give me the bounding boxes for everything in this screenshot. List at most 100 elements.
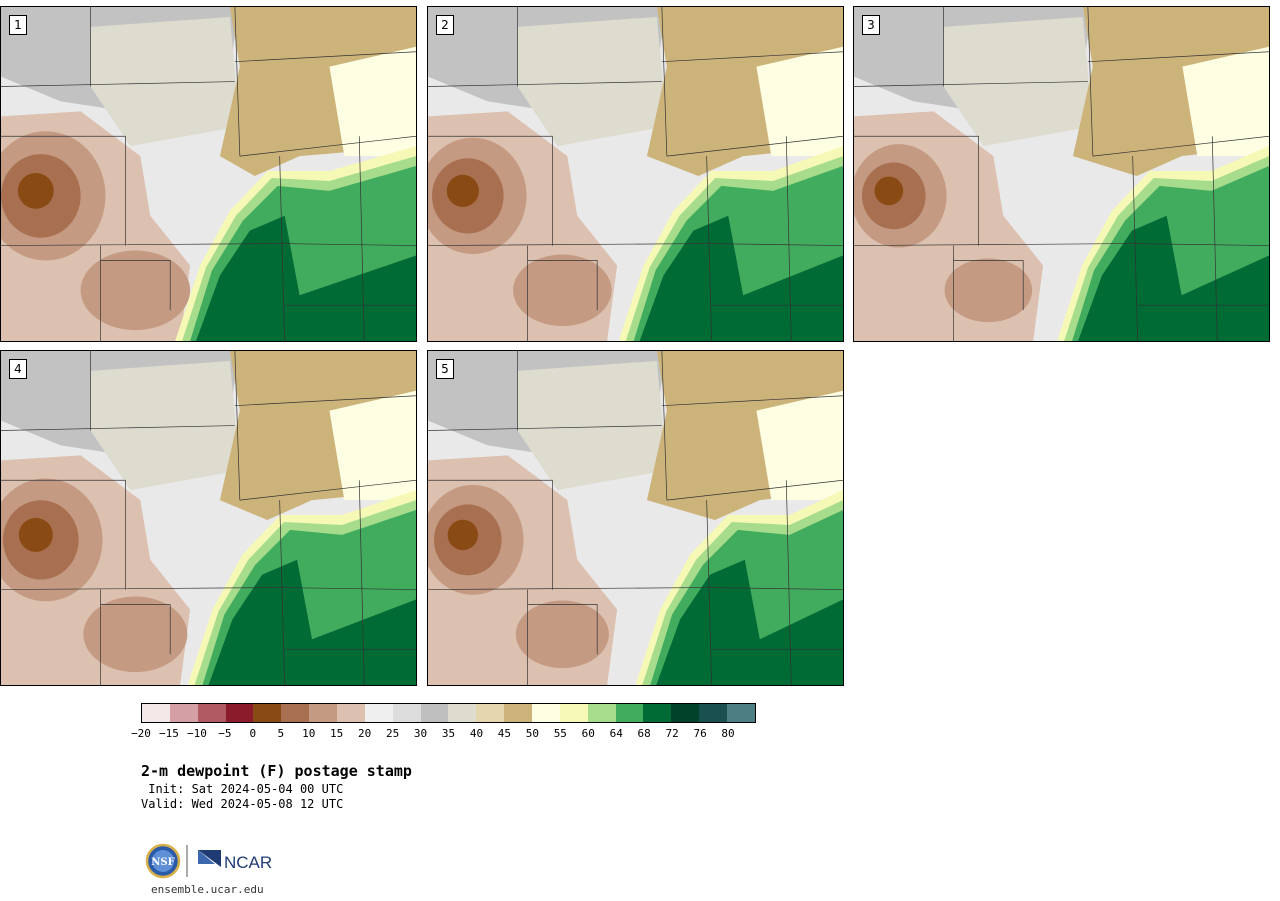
very-dark-brown-region [446, 174, 479, 208]
colorbar-swatch [253, 704, 282, 722]
colorbar-tick-label: 25 [385, 727, 400, 740]
colorbar-swatch [532, 704, 560, 722]
very-dark-brown-region [447, 519, 479, 551]
init-time: Init: Sat 2024-05-04 00 UTC [141, 782, 344, 796]
state-border [234, 351, 241, 501]
colorbar-swatch [504, 704, 533, 722]
title-block: 2-m dewpoint (F) postage stamp Init: Sat… [141, 762, 412, 812]
state-border [527, 260, 598, 311]
pale-yellow-region [756, 390, 843, 501]
colorbar-swatch [225, 704, 254, 722]
dewpoint-map [428, 7, 843, 341]
state-border [1, 135, 126, 246]
pale-yellow-region [329, 46, 416, 157]
colorbar-swatch [392, 704, 421, 722]
brown-region [83, 596, 188, 673]
state-border [428, 81, 662, 87]
colorbar-tick-label: 55 [553, 727, 567, 740]
state-border [279, 156, 285, 341]
state-border [100, 260, 171, 311]
light-tan-region [90, 360, 240, 491]
colorbar-tick-label: 0 [249, 727, 257, 740]
light-tan-region [943, 16, 1093, 147]
colorbar-swatch [169, 704, 198, 722]
dewpoint-map [428, 351, 843, 685]
colorbar-swatch [727, 704, 755, 722]
colorbar-tick-label: 45 [497, 727, 512, 740]
colorbar [141, 703, 756, 723]
panel-number: 3 [862, 15, 880, 35]
dewpoint-map [854, 7, 1269, 341]
pale-yellow-region [329, 390, 416, 501]
colorbar-tick-label: 40 [469, 727, 484, 740]
colorbar-swatch [420, 704, 449, 722]
panel-number: 1 [9, 15, 27, 35]
state-border [428, 243, 843, 246]
state-border [428, 135, 553, 246]
colorbar-swatch [671, 704, 700, 722]
state-border [666, 479, 843, 501]
colorbar-tick-label: 72 [665, 727, 679, 740]
colorbar-tick-label: 20 [358, 727, 372, 740]
colorbar-tick-label: 30 [413, 727, 428, 740]
colorbar-tick-label: 10 [302, 727, 316, 740]
colorbar-tick-label: 35 [441, 727, 456, 740]
state-border [1, 425, 235, 431]
postage-stamp-panel-5: 5 [427, 350, 844, 686]
state-border [1, 243, 416, 246]
state-border [239, 135, 416, 157]
state-border [239, 479, 416, 501]
postage-stamp-panel-2: 2 [427, 6, 844, 342]
postage-stamp-panel-3: 3 [853, 6, 1270, 342]
dark-green-region [1078, 215, 1269, 341]
dark-green-region [639, 215, 843, 341]
colorbar-tick-label: −10 [186, 727, 207, 740]
valid-time: Valid: Wed 2024-05-08 12 UTC [141, 797, 344, 811]
state-border [234, 51, 416, 63]
panel-number: 5 [436, 359, 454, 379]
colorbar-tick-label: 5 [277, 727, 285, 740]
very-dark-brown-region [18, 517, 53, 552]
colorbar-tick-label: 76 [693, 727, 707, 740]
panel-number: 4 [9, 359, 27, 379]
colorbar-swatch [337, 704, 365, 722]
state-border [854, 81, 1088, 87]
state-border [1, 81, 235, 87]
colorbar-tick-label: 50 [525, 727, 539, 740]
brown-region [515, 600, 609, 669]
colorbar-swatch [197, 704, 226, 722]
state-border [661, 51, 843, 63]
state-border [100, 604, 171, 655]
colorbar-ticks: −20 −15 −10 −5 0 5 10 15 20 25 30 35 40 45 50 55 60 64 68 7… [131, 727, 756, 741]
colorbar-tick-label: 64 [609, 727, 623, 740]
colorbar-swatch [142, 704, 170, 722]
state-border [358, 480, 365, 685]
postage-stamp-panel-4: 4 [0, 350, 417, 686]
colorbar-tick-label: 80 [721, 727, 735, 740]
dark-green-region [196, 215, 416, 341]
light-tan-region [517, 16, 667, 147]
colorbar-swatch [364, 704, 393, 722]
dark-green-region [208, 559, 416, 685]
state-border [1, 479, 126, 590]
brown-region [944, 258, 1033, 323]
light-tan-region [90, 16, 240, 147]
pale-yellow-region [756, 46, 843, 157]
colorbar-tick-label: −5 [218, 727, 232, 740]
state-border [854, 243, 1269, 246]
state-border [527, 604, 598, 655]
ncar-logo-text: NCAR [224, 853, 272, 872]
colorbar-swatch [559, 704, 588, 722]
colorbar-swatch [309, 704, 338, 722]
colorbar-swatch [281, 704, 310, 722]
state-border [234, 7, 241, 157]
state-border [279, 500, 285, 685]
state-border [1, 587, 416, 590]
state-border [1087, 51, 1269, 63]
light-tan-region [517, 360, 667, 491]
very-dark-brown-region [874, 176, 904, 206]
state-border [854, 135, 979, 246]
state-border [428, 425, 662, 431]
colorbar-swatch [476, 704, 505, 722]
state-border [1087, 7, 1094, 157]
